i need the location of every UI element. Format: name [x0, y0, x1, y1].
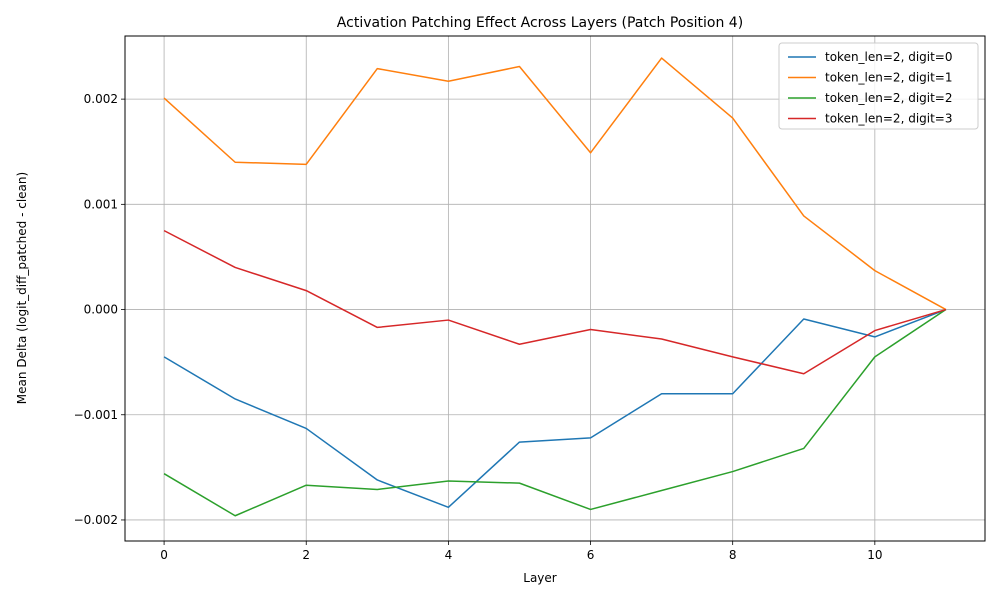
y-tick-label: −0.001 [74, 408, 118, 422]
series-line-digit-2 [163, 308, 947, 517]
y-tick-label: 0.000 [84, 303, 118, 317]
x-tick-label: 0 [160, 548, 168, 562]
y-tick-label: 0.001 [84, 197, 118, 211]
x-tick-label: 8 [729, 548, 737, 562]
x-axis: 0 2 4 6 8 10 [160, 541, 882, 562]
x-tick-label: 4 [445, 548, 453, 562]
chart-title: Activation Patching Effect Across Layers… [337, 15, 743, 31]
x-axis-label: Layer [523, 571, 557, 585]
series-line-digit-3 [163, 229, 947, 375]
y-axis: −0.002 −0.001 0.000 0.001 0.002 [74, 92, 125, 527]
x-tick-label: 2 [302, 548, 310, 562]
y-tick-label: −0.002 [74, 513, 118, 527]
series-line-digit-1 [163, 57, 947, 311]
x-tick-label: 6 [587, 548, 595, 562]
series-line-digit-0 [163, 308, 947, 509]
legend-label: token_len=2, digit=3 [825, 112, 953, 126]
legend-label: token_len=2, digit=0 [825, 50, 953, 64]
legend-box [778, 42, 979, 130]
series-group [163, 57, 947, 517]
y-tick-label: 0.002 [84, 92, 118, 106]
legend-label: token_len=2, digit=1 [825, 71, 953, 85]
legend-label: token_len=2, digit=2 [825, 91, 953, 105]
y-axis-label: Mean Delta (logit_diff_patched - clean) [15, 172, 29, 404]
legend: token_len=2, digit=0 token_len=2, digit=1… [778, 42, 979, 130]
x-tick-label: 10 [867, 548, 882, 562]
plot-frame [124, 35, 986, 542]
